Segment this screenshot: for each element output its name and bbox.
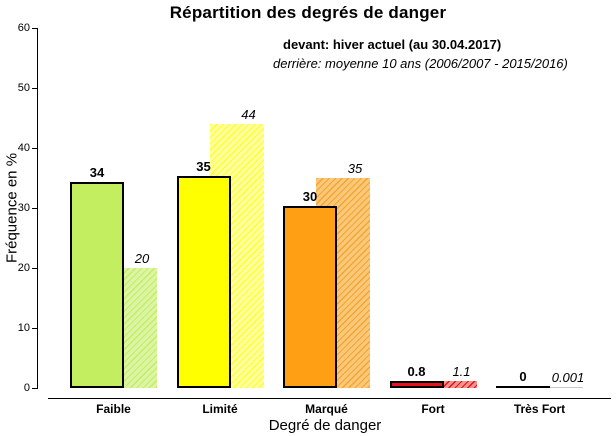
x-axis-line (48, 398, 611, 399)
bar-value-label-back: 0.001 (551, 369, 585, 385)
y-axis-tick (32, 28, 38, 29)
category-label-tres-fort: Très Fort (513, 402, 566, 416)
y-axis-tick-label: 30 (17, 202, 30, 214)
bar-value-label-back: 44 (241, 107, 256, 122)
y-axis-tick (32, 148, 38, 149)
y-axis-tick (32, 268, 38, 269)
y-axis-tick (32, 88, 38, 89)
chart-title: Répartition des degrés de danger (169, 3, 447, 22)
y-axis-tick-label: 20 (17, 262, 30, 274)
y-axis-tick (32, 328, 38, 329)
bar-front-tres-fort (496, 386, 550, 388)
bar-back-tres-fort (529, 386, 583, 388)
bar-value-label-back: 20 (134, 251, 150, 266)
bar-value-label-front: 0.8 (407, 364, 426, 380)
bar-front-limite (176, 176, 231, 388)
bar-value-label-back: 35 (347, 161, 363, 176)
bar-value-label-front: 35 (196, 159, 211, 174)
y-axis-tick (32, 208, 38, 209)
y-axis-tick-label: 0 (23, 382, 30, 394)
bar-value-label-front: 34 (89, 165, 105, 180)
bar-front-fort (389, 381, 444, 388)
bar-value-label-front: 30 (302, 189, 318, 204)
legend-back-series-label: derrière: moyenne 10 ans (2006/2007 - 20… (273, 56, 568, 71)
legend-front-series-label: devant: hiver actuel (au 30.04.2017) (283, 37, 502, 52)
category-label-faible: Faible (96, 402, 131, 416)
bar-value-label-front: 0 (519, 369, 527, 384)
bar-front-faible (70, 182, 124, 388)
category-label-limite: Limité (202, 402, 238, 416)
y-axis-tick-label: 40 (17, 142, 30, 154)
bar-value-label-back: 1.1 (452, 364, 471, 380)
category-label-marque: Marqué (305, 402, 348, 416)
bar-back-fort (422, 381, 477, 388)
y-axis-tick-label: 60 (17, 22, 30, 34)
y-axis-tick-label: 10 (17, 322, 30, 334)
y-axis-tick (32, 388, 38, 389)
category-label-fort: Fort (421, 402, 445, 416)
y-axis-tick-label: 50 (17, 82, 30, 94)
x-axis-title: Degré de danger (268, 417, 382, 434)
bar-front-marque (283, 206, 337, 388)
